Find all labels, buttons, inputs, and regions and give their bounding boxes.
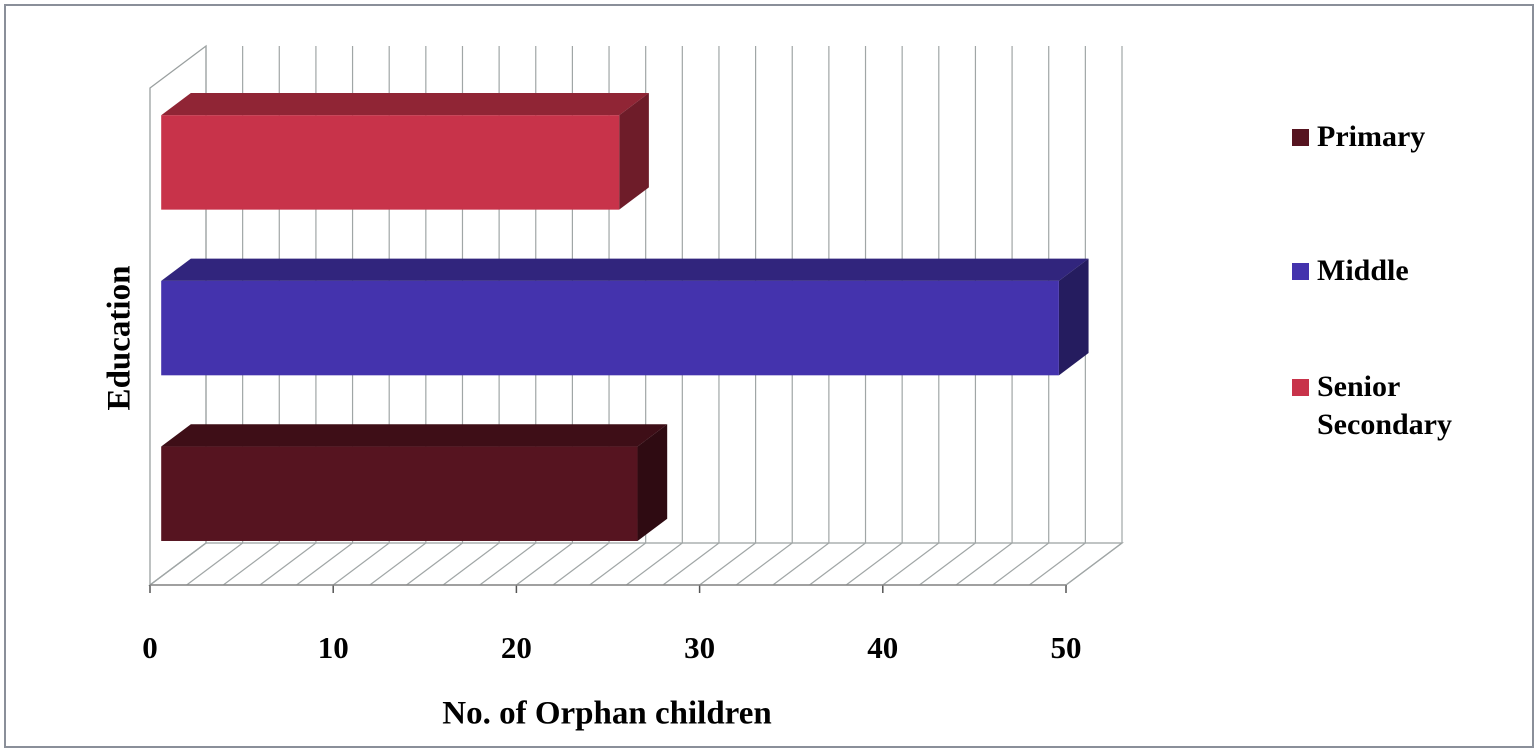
minor-grid-line	[442, 542, 500, 586]
minor-grid-line	[479, 542, 537, 586]
minor-grid-line	[772, 542, 830, 586]
legend-label: Primary	[1317, 120, 1426, 153]
x-axis-title: No. of Orphan children	[442, 696, 771, 732]
minor-grid-line	[1028, 542, 1086, 586]
legend-swatch	[1292, 263, 1309, 280]
minor-grid-line	[186, 542, 243, 586]
bar-top	[161, 424, 668, 447]
bar	[161, 446, 638, 541]
minor-grid-line	[625, 542, 683, 586]
minor-grid-line	[552, 542, 610, 586]
minor-grid-line	[735, 542, 793, 586]
minor-grid-line	[222, 542, 280, 586]
legend-item: Primary	[1292, 118, 1502, 156]
minor-grid-line	[406, 542, 463, 586]
x-tick-label: 0	[142, 630, 158, 665]
legend-swatch	[1292, 379, 1309, 396]
legend-item: Senior Secondary	[1292, 368, 1502, 444]
bar	[161, 115, 620, 210]
x-tick-label: 30	[684, 630, 715, 665]
bar-side	[637, 424, 668, 541]
legend-swatch	[1292, 129, 1309, 146]
bar	[161, 280, 1059, 376]
x-tick-label: 50	[1051, 630, 1082, 665]
minor-grid-line	[259, 542, 317, 586]
minor-grid-line	[662, 542, 720, 586]
minor-grid-line	[955, 542, 1013, 586]
bar-top	[161, 92, 649, 116]
bar-side	[619, 92, 649, 210]
x-tick-label: 10	[318, 630, 349, 665]
minor-grid-line	[296, 542, 353, 586]
grid-line	[332, 542, 390, 586]
y-axis-title: Education	[102, 266, 138, 411]
grid-line	[516, 542, 573, 586]
legend-label: Middle	[1317, 254, 1409, 287]
bar-side	[1058, 258, 1089, 376]
grid-line	[882, 542, 940, 586]
legend-item: Middle	[1292, 252, 1502, 290]
minor-grid-line	[992, 542, 1050, 586]
minor-grid-line	[919, 542, 976, 586]
minor-grid-line	[589, 542, 647, 586]
x-tick-label: 20	[501, 630, 532, 665]
grid-line	[1065, 542, 1123, 586]
legend-label: Senior Secondary	[1317, 370, 1452, 441]
floor	[148, 542, 1124, 586]
chart-frame	[4, 4, 1534, 748]
grid-line	[699, 542, 756, 586]
legend: Primary Middle Senior Secondary	[1292, 118, 1502, 540]
bar-top	[161, 258, 1089, 281]
minor-grid-line	[809, 542, 866, 586]
grid-line	[149, 542, 207, 586]
minor-grid-line	[369, 542, 427, 586]
minor-grid-line	[845, 542, 903, 586]
x-tick-label: 40	[867, 630, 898, 665]
